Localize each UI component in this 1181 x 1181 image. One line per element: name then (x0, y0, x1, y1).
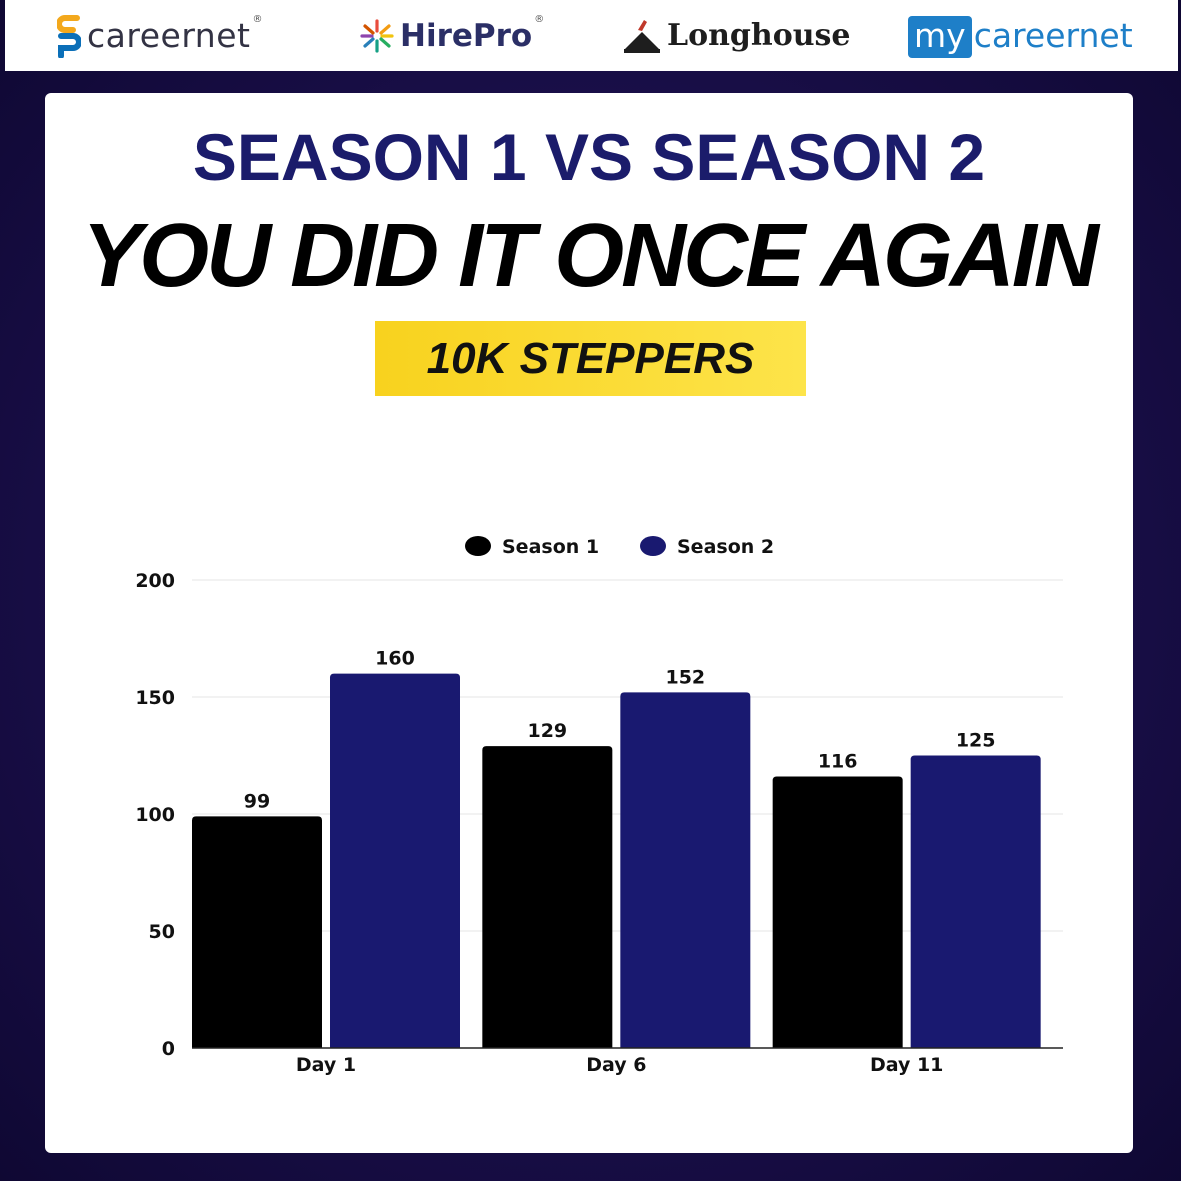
careernet-registered-mark: ® (252, 14, 263, 25)
data-label-season-2-day-6: 152 (665, 666, 705, 688)
legend-label-season-1: Season 1 (502, 536, 599, 558)
data-label-season-1-day-6: 129 (527, 720, 567, 742)
y-tick-label-50: 50 (149, 921, 175, 943)
bar-season-1-day-1 (192, 816, 322, 1048)
longhouse-logo: Longhouse (622, 0, 851, 71)
bar-season-1-day-6 (482, 746, 613, 1048)
bar-season-2-day-11 (910, 755, 1041, 1048)
x-category-label-day-1: Day 1 (296, 1054, 356, 1076)
steppers-badge: 10K STEPPERS (375, 321, 806, 396)
careernet-logo-text: careernet (87, 16, 251, 55)
data-label-season-1-day-1: 99 (244, 790, 270, 812)
x-category-label-day-11: Day 11 (870, 1054, 943, 1076)
logo-bar: careernet ® HirePro ® Longhouse my (5, 0, 1178, 71)
hirepro-starburst-icon (360, 18, 394, 53)
mycareernet-logo-text: careernet (973, 16, 1133, 55)
data-label-season-1-day-11: 116 (818, 751, 858, 773)
hirepro-logo: HirePro ® (360, 0, 544, 71)
content-card: SEASON 1 VS SEASON 2 YOU DID IT ONCE AGA… (45, 93, 1133, 1153)
legend-swatch-season-1 (465, 536, 491, 556)
longhouse-logo-text: Longhouse (667, 18, 851, 53)
data-label-season-2-day-11: 125 (956, 730, 996, 752)
y-tick-label-0: 0 (162, 1038, 175, 1060)
headline-season-compare: SEASON 1 VS SEASON 2 (192, 120, 986, 194)
y-tick-label-100: 100 (135, 804, 175, 826)
data-label-season-2-day-1: 160 (375, 648, 415, 670)
hirepro-logo-text: HirePro (400, 17, 533, 54)
y-tick-label-150: 150 (135, 687, 175, 709)
hirepro-registered-mark: ® (534, 14, 545, 25)
steppers-badge-label: 10K STEPPERS (426, 333, 755, 383)
mycareernet-logo: my careernet (908, 0, 1133, 71)
careernet-logo: careernet ® (57, 0, 262, 71)
headline-you-did-it: YOU DID IT ONCE AGAIN (82, 206, 1099, 306)
bar-season-1-day-11 (772, 776, 903, 1048)
y-tick-label-200: 200 (135, 570, 175, 592)
bar-season-2-day-6 (620, 692, 751, 1048)
careernet-mark-icon (57, 14, 81, 58)
bar-season-2-day-1 (330, 673, 460, 1048)
legend-label-season-2: Season 2 (677, 536, 774, 558)
longhouse-roof-icon (624, 19, 660, 53)
bar-chart: 0 50 100 150 200 99 160 Day 1 129 152 Day 6 116 125 D… (135, 536, 1063, 1076)
x-category-label-day-6: Day 6 (586, 1054, 646, 1076)
mycareernet-box-text: my (908, 15, 972, 58)
legend-swatch-season-2 (640, 536, 666, 556)
